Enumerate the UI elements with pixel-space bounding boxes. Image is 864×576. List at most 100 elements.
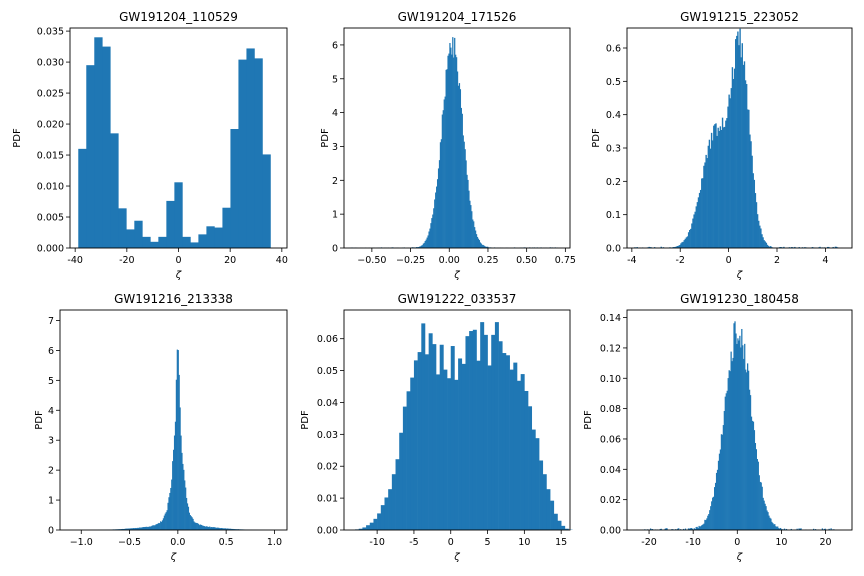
histogram-bar [487, 246, 489, 248]
x-tick-label: -2 [675, 255, 684, 266]
histogram-bar [726, 390, 728, 530]
histogram-bar [780, 529, 783, 530]
histogram-bar [152, 525, 154, 530]
histogram-bar [498, 341, 503, 530]
histogram-bar [772, 523, 774, 530]
histogram-bar [826, 246, 829, 248]
histogram-bar [484, 246, 486, 248]
histogram-bar [187, 506, 190, 530]
histogram-bar [159, 523, 161, 530]
histogram-bar [735, 333, 737, 530]
histogram-bar [751, 155, 753, 248]
histogram-bar [723, 411, 725, 530]
histogram-bar [779, 247, 782, 248]
histogram-bar [728, 370, 730, 530]
histogram-bar [485, 246, 487, 248]
histogram-bar [483, 245, 485, 248]
histogram-bar [133, 528, 135, 530]
histogram-bar [127, 528, 129, 530]
histogram-bar [230, 528, 232, 530]
histogram-bar [494, 322, 499, 530]
histogram-bar [455, 57, 458, 249]
histogram-bar [417, 352, 422, 530]
histogram-bar [524, 390, 529, 530]
histogram-bar [128, 528, 130, 530]
histogram-bar [721, 117, 724, 248]
histogram-bar [760, 482, 762, 530]
histogram-bar [692, 218, 694, 248]
histogram-bar [834, 246, 837, 248]
histogram-bar [139, 527, 141, 530]
histogram-bar [391, 474, 396, 530]
histogram-bar [458, 83, 461, 248]
histogram-bar [689, 528, 692, 530]
histogram-bar [683, 240, 685, 248]
histogram-bar [774, 524, 776, 530]
histogram-bar [219, 528, 221, 530]
histogram-bar [402, 406, 407, 530]
histogram-bar [436, 374, 440, 530]
histogram-bar [188, 512, 190, 530]
histogram-bar [765, 242, 768, 248]
histogram-bar [708, 514, 710, 530]
histogram-bar [190, 516, 192, 530]
histogram-bar [811, 247, 814, 248]
histogram-bar [238, 59, 247, 248]
y-tick-label: 1 [48, 496, 54, 507]
histogram-bar [693, 528, 695, 530]
y-tick-label: 0.12 [600, 343, 621, 354]
chart-title: GW191215_223052 [680, 10, 799, 24]
histogram-bar [149, 526, 152, 530]
subplot-5: -10 -5 0 5 10 15 0.00 0.01 0.02 0.03 0.04 0.05 0.06 G… [300, 292, 573, 563]
histogram-bar [679, 245, 681, 248]
y-tick-label: 0.05 [317, 366, 338, 377]
histogram-bar [186, 503, 189, 530]
histogram-bar [743, 358, 745, 530]
histogram-bar [738, 340, 740, 530]
histogram-bar [453, 57, 455, 248]
histogram-bar [709, 148, 712, 248]
x-tick-label: 0.0 [170, 537, 185, 548]
histogram-bar [142, 236, 151, 248]
histogram-bar [707, 145, 710, 248]
histogram-bar [468, 190, 470, 248]
histogram-bar [147, 526, 149, 530]
y-tick-label: 6 [48, 346, 54, 357]
x-tick-label: 40 [276, 255, 288, 266]
histogram-bar [477, 238, 480, 248]
histogram-bar [436, 186, 438, 248]
histogram-bar [762, 237, 764, 248]
axes-frame [59, 309, 288, 531]
axes-frame [343, 27, 571, 249]
histogram-bar [362, 527, 367, 530]
histogram-bar [426, 237, 428, 248]
histogram-bar [193, 521, 195, 530]
histogram-bar [424, 241, 426, 248]
histogram-bar [798, 528, 800, 530]
histogram-bar [179, 407, 181, 530]
histogram-bar [505, 355, 510, 530]
histogram-bar [745, 369, 747, 530]
histogram-bar [158, 522, 160, 530]
histogram-bar [166, 510, 168, 530]
y-tick-label: 5 [332, 74, 338, 85]
y-tick-label: 0 [48, 526, 54, 537]
histogram-bar [160, 521, 162, 530]
histogram-bar [473, 221, 475, 248]
histogram-bar [739, 28, 741, 249]
axes-frame [343, 309, 571, 531]
histogram-bar [747, 363, 749, 530]
histogram-bar [156, 524, 158, 530]
histogram-bar [163, 515, 165, 530]
histogram-bar [690, 528, 692, 530]
y-tick-label: 0.00 [600, 526, 621, 537]
histogram-bar [211, 527, 214, 530]
histogram-bar [704, 162, 706, 248]
histogram-bar [476, 360, 481, 530]
histogram-bar [699, 189, 702, 248]
histogram-bar [366, 525, 371, 530]
y-tick-label: 6 [332, 40, 338, 51]
histogram-bar [726, 118, 728, 248]
histogram-bar [384, 497, 389, 530]
histogram-bar [165, 512, 167, 530]
